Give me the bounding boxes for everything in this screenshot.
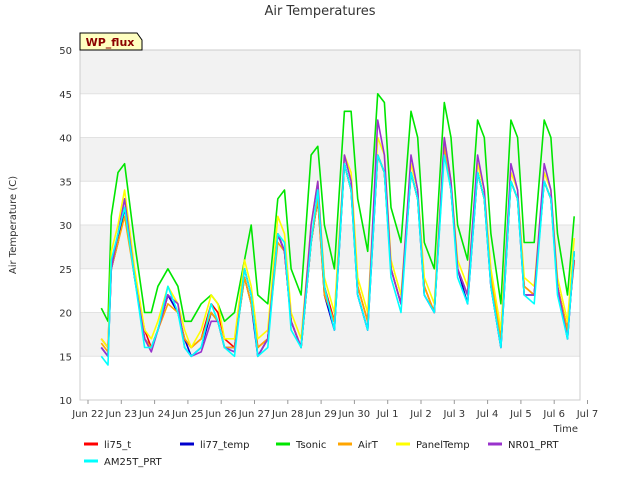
x-tick-label: Jul 2: [409, 409, 432, 420]
series-line-paneltemp: [100, 136, 575, 349]
series-lines: [100, 93, 575, 366]
y-axis-label: Air Temperature (C): [8, 176, 19, 274]
x-tick-label: Jul 3: [442, 409, 465, 420]
x-tick-label: Jun 28: [271, 409, 304, 420]
legend-label: li77_temp: [200, 440, 249, 451]
x-tick-label: Jun 30: [338, 409, 371, 420]
band: [80, 312, 580, 357]
series-line-am25t-prt: [100, 154, 575, 366]
band: [80, 50, 580, 94]
x-tick-label: Jun 29: [304, 409, 337, 420]
x-tick-label: Jun 24: [138, 409, 171, 420]
x-tick-label: Jun 27: [238, 409, 271, 420]
y-tick-label: 25: [59, 265, 72, 276]
plot-frame: [79, 49, 581, 401]
y-tick-label: 15: [59, 352, 72, 363]
y-tick-label: 50: [59, 46, 72, 57]
y-axis-ticks: 10 15 20 25 30 35 40 45 50: [59, 46, 72, 407]
x-axis-label: Time: [553, 424, 578, 435]
legend: li75_t li77_temp Tsonic AirT PanelTemp NR01_P…: [84, 440, 559, 468]
y-tick-label: 40: [59, 134, 72, 145]
x-tick-label: Jun 26: [204, 409, 237, 420]
badge-label: WP_flux: [86, 36, 135, 49]
y-tick-label: 30: [59, 221, 72, 232]
y-tick-label: 20: [59, 309, 72, 320]
x-tick-label: Jul 7: [576, 409, 599, 420]
y-tick-label: 45: [59, 90, 72, 101]
y-tick-label: 10: [59, 396, 72, 407]
x-tick-label: Jun 22: [71, 409, 104, 420]
legend-label: li75_t: [104, 440, 131, 451]
x-tick-label: Jun 23: [105, 409, 138, 420]
x-tick-label: Jul 5: [509, 409, 532, 420]
badge-shape: [79, 32, 143, 51]
station-badge: WP_flux: [79, 32, 143, 51]
x-tick-label: Jul 6: [542, 409, 565, 420]
series-line-tsonic: [100, 93, 575, 323]
x-tick-label: Jul 1: [376, 409, 399, 420]
band: [80, 137, 580, 182]
legend-label: PanelTemp: [416, 440, 470, 451]
x-tick-label: Jul 4: [476, 409, 499, 420]
legend-label: AirT: [358, 440, 379, 451]
legend-label: AM25T_PRT: [104, 457, 163, 468]
legend-label: NR01_PRT: [508, 440, 559, 451]
legend-label: Tsonic: [295, 440, 326, 451]
y-tick-label: 35: [59, 177, 72, 188]
x-tick-label: Jun 25: [171, 409, 204, 420]
chart-title: Air Temperatures: [264, 4, 375, 19]
x-axis-ticks: Jun 22 Jun 23 Jun 24 Jun 25 Jun 26 Jun 27 Jun …: [71, 400, 598, 420]
